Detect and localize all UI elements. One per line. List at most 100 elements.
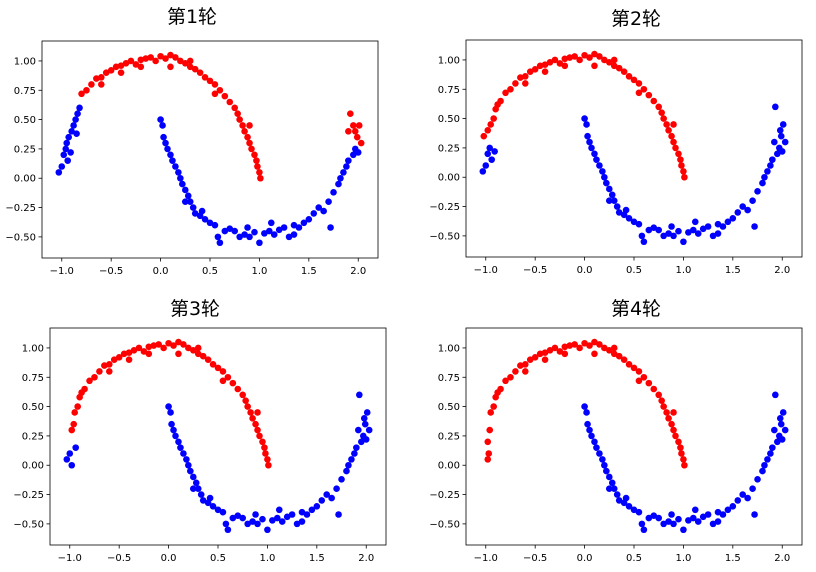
data-point-blue — [581, 403, 588, 410]
data-point-red — [605, 346, 613, 354]
data-point-red — [157, 52, 164, 60]
data-point-red — [172, 54, 179, 61]
data-point-red — [546, 346, 554, 354]
data-point-blue — [605, 197, 613, 204]
data-point-red — [571, 53, 579, 60]
data-point-red — [640, 373, 648, 381]
data-point-red — [678, 450, 685, 457]
data-point-blue — [63, 456, 71, 463]
data-point-red — [650, 97, 658, 105]
data-point-red — [194, 344, 202, 352]
x-tick-label: −1.0 — [50, 266, 74, 277]
data-point-blue — [751, 511, 758, 518]
data-point-blue — [259, 515, 266, 523]
data-point-red — [181, 59, 189, 67]
data-point-blue — [335, 180, 342, 188]
data-point-red — [490, 115, 497, 122]
data-point-red — [247, 409, 254, 416]
data-point-blue — [729, 214, 737, 222]
data-point-red — [556, 60, 564, 67]
data-point-blue — [655, 226, 663, 234]
data-point-red — [521, 368, 529, 375]
data-point-blue — [177, 174, 184, 182]
data-point-blue — [345, 157, 352, 164]
data-point-red — [170, 342, 177, 349]
data-point-blue — [583, 409, 590, 416]
data-point-blue — [168, 420, 175, 428]
data-point-red — [175, 338, 182, 346]
y-tick-label: 0.00 — [438, 173, 460, 184]
data-point-red — [566, 54, 574, 61]
data-point-blue — [769, 444, 776, 451]
data-point-red — [125, 356, 133, 363]
data-point-blue — [305, 215, 313, 223]
data-point-blue — [194, 485, 202, 492]
data-point-blue — [655, 514, 663, 522]
data-point-blue — [162, 139, 169, 147]
data-point-red — [189, 346, 197, 354]
data-point-blue — [714, 518, 722, 525]
chart-title: 第1轮 — [166, 6, 218, 28]
data-point-blue — [222, 520, 230, 528]
y-tick-label: 1.00 — [22, 343, 44, 354]
data-point-red — [70, 420, 78, 428]
data-point-blue — [771, 138, 778, 146]
chart-panel-2: 第2轮 −1.0 −0.5 0.0 0.5 1.0 1.5 2.0 −0.50 −0.25 0.0… — [408, 0, 816, 285]
data-point-red — [175, 350, 182, 358]
data-point-blue — [264, 526, 271, 534]
data-point-blue — [596, 162, 603, 169]
data-point-red — [130, 346, 138, 354]
data-point-blue — [68, 128, 75, 135]
data-point-blue — [310, 210, 318, 217]
data-point-blue — [714, 508, 722, 516]
data-point-blue — [660, 232, 667, 240]
data-point-blue — [251, 228, 258, 236]
data-point-blue — [164, 145, 171, 153]
x-tick-label: 0.0 — [161, 553, 177, 564]
data-point-blue — [62, 145, 70, 153]
data-point-blue — [55, 169, 63, 176]
data-point-blue — [761, 461, 768, 469]
data-point-blue — [236, 233, 243, 241]
data-point-blue — [189, 485, 197, 492]
data-point-red — [517, 74, 524, 81]
data-point-blue — [290, 231, 298, 238]
data-point-blue — [769, 156, 776, 163]
data-point-red — [660, 115, 667, 122]
y-tick-label: −0.25 — [429, 490, 460, 501]
data-point-blue — [586, 426, 593, 434]
data-point-red — [507, 373, 514, 381]
data-point-red — [231, 104, 239, 112]
data-point-blue — [734, 209, 742, 216]
data-point-blue — [584, 132, 591, 140]
data-point-red — [620, 68, 628, 75]
data-point-red — [502, 89, 509, 97]
chart-panel-4: 第4轮 −1.0 −0.5 0.0 0.5 1.0 1.5 2.0 −0.50 −0.25 0.0… — [408, 288, 816, 572]
data-point-red — [167, 51, 174, 59]
data-point-blue — [613, 203, 621, 210]
data-point-blue — [184, 192, 192, 200]
data-point-red — [630, 364, 638, 372]
data-point-blue — [689, 514, 697, 522]
data-point-blue — [759, 179, 766, 187]
y-tick-label: 0.00 — [22, 461, 44, 472]
data-point-blue — [65, 133, 72, 141]
data-point-red — [180, 341, 187, 348]
data-point-red — [591, 338, 598, 346]
data-point-red — [226, 98, 234, 106]
data-point-blue — [293, 520, 301, 528]
data-point-red — [630, 76, 638, 84]
data-point-blue — [214, 233, 222, 241]
data-point-blue — [622, 206, 630, 214]
data-point-red — [675, 438, 682, 446]
data-point-blue — [199, 497, 207, 504]
data-point-blue — [779, 121, 787, 128]
data-point-blue — [583, 121, 590, 128]
data-point-blue — [72, 116, 79, 123]
data-point-blue — [767, 450, 774, 457]
data-point-red — [670, 409, 677, 416]
data-point-blue — [338, 476, 345, 483]
data-point-red — [655, 391, 663, 399]
data-point-blue — [298, 518, 306, 525]
data-point-blue — [303, 511, 311, 518]
